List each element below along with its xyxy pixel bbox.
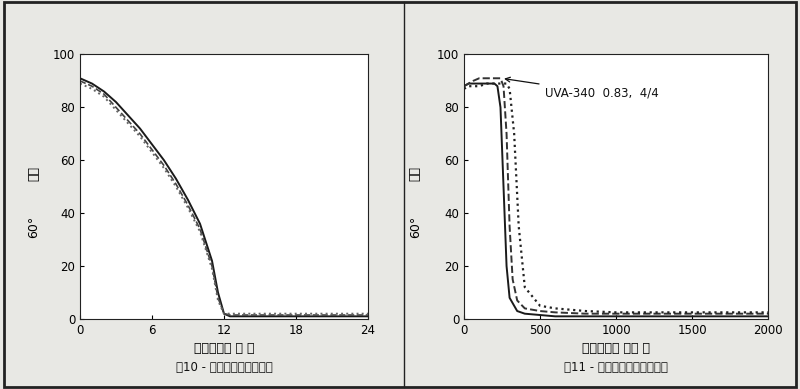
X-axis label: 曝晒时间（ 小时 ）: 曝晒时间（ 小时 ） bbox=[582, 342, 650, 356]
Text: UVA-340  0.83,  4/4: UVA-340 0.83, 4/4 bbox=[506, 77, 658, 100]
Text: 60°: 60° bbox=[27, 215, 41, 238]
Text: 60°: 60° bbox=[409, 215, 422, 238]
Text: 光泽: 光泽 bbox=[409, 166, 422, 181]
Text: 光泽: 光泽 bbox=[27, 166, 41, 181]
Text: 图10 - 环氧树脂、户外老化: 图10 - 环氧树脂、户外老化 bbox=[176, 361, 272, 374]
X-axis label: 曝晒时间（ 月 ）: 曝晒时间（ 月 ） bbox=[194, 342, 254, 356]
Text: 图11 - 环氧树脂、实验室老化: 图11 - 环氧树脂、实验室老化 bbox=[564, 361, 668, 374]
